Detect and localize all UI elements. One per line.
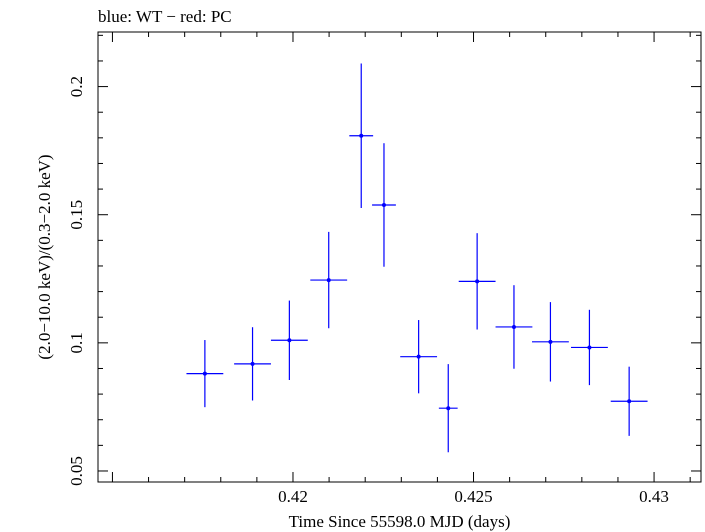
data-marker [250,361,255,366]
data-marker [381,202,386,207]
data-marker [511,324,516,329]
data-point [400,320,438,394]
y-tick-label: 0.15 [67,200,86,230]
data-marker [548,339,553,344]
data-marker [475,279,480,284]
data-points [186,63,648,453]
data-point [571,309,608,386]
data-marker [416,354,421,359]
data-marker [627,399,632,404]
data-point [234,327,271,401]
y-tick-labels: 0.05 0.1 0.15 0.2 [67,76,86,486]
y-tick-label: 0.1 [67,332,86,353]
data-marker [287,338,292,343]
y-tick-label: 0.05 [67,456,86,486]
data-point [610,366,648,436]
data-point [458,233,496,330]
data-point [186,340,224,408]
data-marker [446,406,451,411]
chart-header: blue: WT − red: PC [98,7,232,26]
y-tick-label: 0.2 [67,76,86,97]
data-point [372,143,396,267]
data-marker [587,345,592,350]
axis-ticks [98,32,701,482]
x-tick-labels: 0.42 0.425 0.43 [278,487,669,506]
data-point [270,300,308,381]
x-axis-label: Time Since 55598.0 MJD (days) [289,512,511,531]
data-marker [326,278,331,283]
plot-frame [97,31,702,483]
data-point [310,231,348,329]
data-marker [202,371,207,376]
data-point [438,364,458,453]
data-point [495,285,533,369]
data-point [349,63,374,209]
data-point [532,302,569,382]
x-tick-label: 0.425 [454,487,492,506]
x-tick-label: 0.43 [639,487,669,506]
data-marker [359,133,364,138]
x-tick-label: 0.42 [278,487,308,506]
y-axis-label: (2.0−10.0 keV)/(0.3−2.0 keV) [35,154,54,359]
